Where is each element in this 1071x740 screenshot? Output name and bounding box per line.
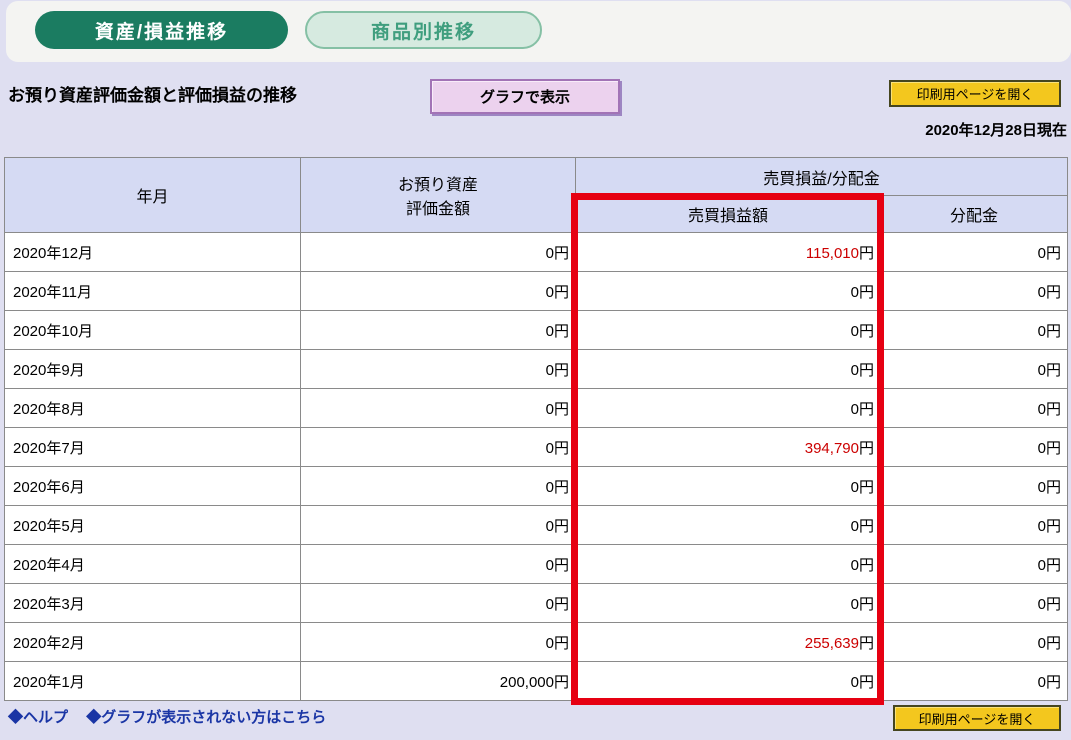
tab-asset-pl-transition[interactable]: 資産/損益推移 [35,11,288,49]
tab-by-product-transition[interactable]: 商品別推移 [305,11,542,49]
pl-value-cell: 0円 [575,271,881,311]
asset-value-cell: 0円 [300,505,576,545]
asset-value-cell: 0円 [300,622,576,662]
pl-value-cell: 0円 [575,505,881,545]
col-header-dividend: 分配金 [879,195,1069,233]
month-cell: 2020年6月 [4,466,301,506]
print-page-button-top[interactable]: 印刷用ページを開く [889,80,1061,107]
dividend-value-cell: 0円 [879,544,1069,584]
col-header-pl-group: 売買損益/分配金 [574,157,1069,196]
dividend-value-cell: 0円 [879,466,1069,506]
month-cell: 2020年8月 [4,388,301,428]
table-row: 2020年4月 0円 0円 0円 [4,544,1069,584]
table-row: 2020年3月 0円 0円 0円 [4,583,1069,623]
dividend-value-cell: 0円 [879,427,1069,467]
month-cell: 2020年7月 [4,427,301,467]
col-header-asset-line1: お預り資産 [397,177,478,194]
page-title: お預り資産評価金額と評価損益の推移 [8,86,297,105]
month-cell: 2020年2月 [4,622,301,662]
table-row: 2020年7月 0円 394,790円 0円 [4,427,1069,467]
pl-value-cell: 0円 [575,661,881,701]
month-cell: 2020年9月 [4,349,301,389]
footer-links: ◆ヘルプ ◆グラフが表示されない方はこちら [8,706,340,727]
table-row: 2020年1月 200,000円 0円 0円 [4,661,1069,701]
dividend-value-cell: 0円 [879,388,1069,428]
help-link[interactable]: ◆ヘルプ [8,709,69,726]
col-header-pl: 売買損益額 [575,195,881,233]
table-row: 2020年6月 0円 0円 0円 [4,466,1069,506]
asset-value-cell: 0円 [300,310,576,350]
dividend-value-cell: 0円 [879,505,1069,545]
month-cell: 2020年4月 [4,544,301,584]
asset-pl-table: 年月 お預り資産 評価金額 売買損益/分配金 売買損益額 分配金 2020年12… [4,157,1069,701]
col-header-month: 年月 [4,157,301,233]
asset-value-cell: 0円 [300,232,576,272]
pl-value-cell: 0円 [575,349,881,389]
month-cell: 2020年5月 [4,505,301,545]
asset-value-cell: 0円 [300,466,576,506]
table-row: 2020年10月 0円 0円 0円 [4,310,1069,350]
month-cell: 2020年12月 [4,232,301,272]
month-cell: 2020年1月 [4,661,301,701]
pl-value-cell: 0円 [575,544,881,584]
month-cell: 2020年11月 [4,271,301,311]
pl-value-cell: 255,639円 [575,622,881,662]
as-of-date: 2020年12月28日現在 [925,122,1067,139]
graph-not-displayed-link[interactable]: ◆グラフが表示されない方はこちら [86,709,327,726]
dividend-value-cell: 0円 [879,232,1069,272]
dividend-value-cell: 0円 [879,271,1069,311]
table-row: 2020年2月 0円 255,639円 0円 [4,622,1069,662]
asset-value-cell: 0円 [300,544,576,584]
table-body: 2020年12月 0円 115,010円 0円 2020年11月 0円 0円 0円 2020年1… [4,232,1069,701]
pl-value-cell: 0円 [575,466,881,506]
dividend-value-cell: 0円 [879,349,1069,389]
table-row: 2020年5月 0円 0円 0円 [4,505,1069,545]
pl-value-cell: 0円 [575,388,881,428]
col-header-asset-line2: 評価金額 [405,201,470,218]
pl-value-cell: 115,010円 [575,232,881,272]
asset-value-cell: 0円 [300,583,576,623]
table-row: 2020年9月 0円 0円 0円 [4,349,1069,389]
month-cell: 2020年10月 [4,310,301,350]
asset-value-cell: 0円 [300,349,576,389]
asset-value-cell: 0円 [300,271,576,311]
pl-value-cell: 394,790円 [575,427,881,467]
dividend-value-cell: 0円 [879,622,1069,662]
print-page-button-bottom[interactable]: 印刷用ページを開く [893,705,1061,731]
dividend-value-cell: 0円 [879,310,1069,350]
asset-value-cell: 0円 [300,427,576,467]
dividend-value-cell: 0円 [879,583,1069,623]
show-graph-button[interactable]: グラフで表示 [430,79,620,114]
asset-value-cell: 0円 [300,388,576,428]
col-header-asset-value: お預り資産 評価金額 [300,157,576,233]
tab-bar: 資産/損益推移 商品別推移 [6,1,1071,62]
table-row: 2020年11月 0円 0円 0円 [4,271,1069,311]
table-row: 2020年8月 0円 0円 0円 [4,388,1069,428]
asset-value-cell: 200,000円 [300,661,576,701]
table-row: 2020年12月 0円 115,010円 0円 [4,232,1069,272]
pl-value-cell: 0円 [575,310,881,350]
month-cell: 2020年3月 [4,583,301,623]
pl-value-cell: 0円 [575,583,881,623]
dividend-value-cell: 0円 [879,661,1069,701]
